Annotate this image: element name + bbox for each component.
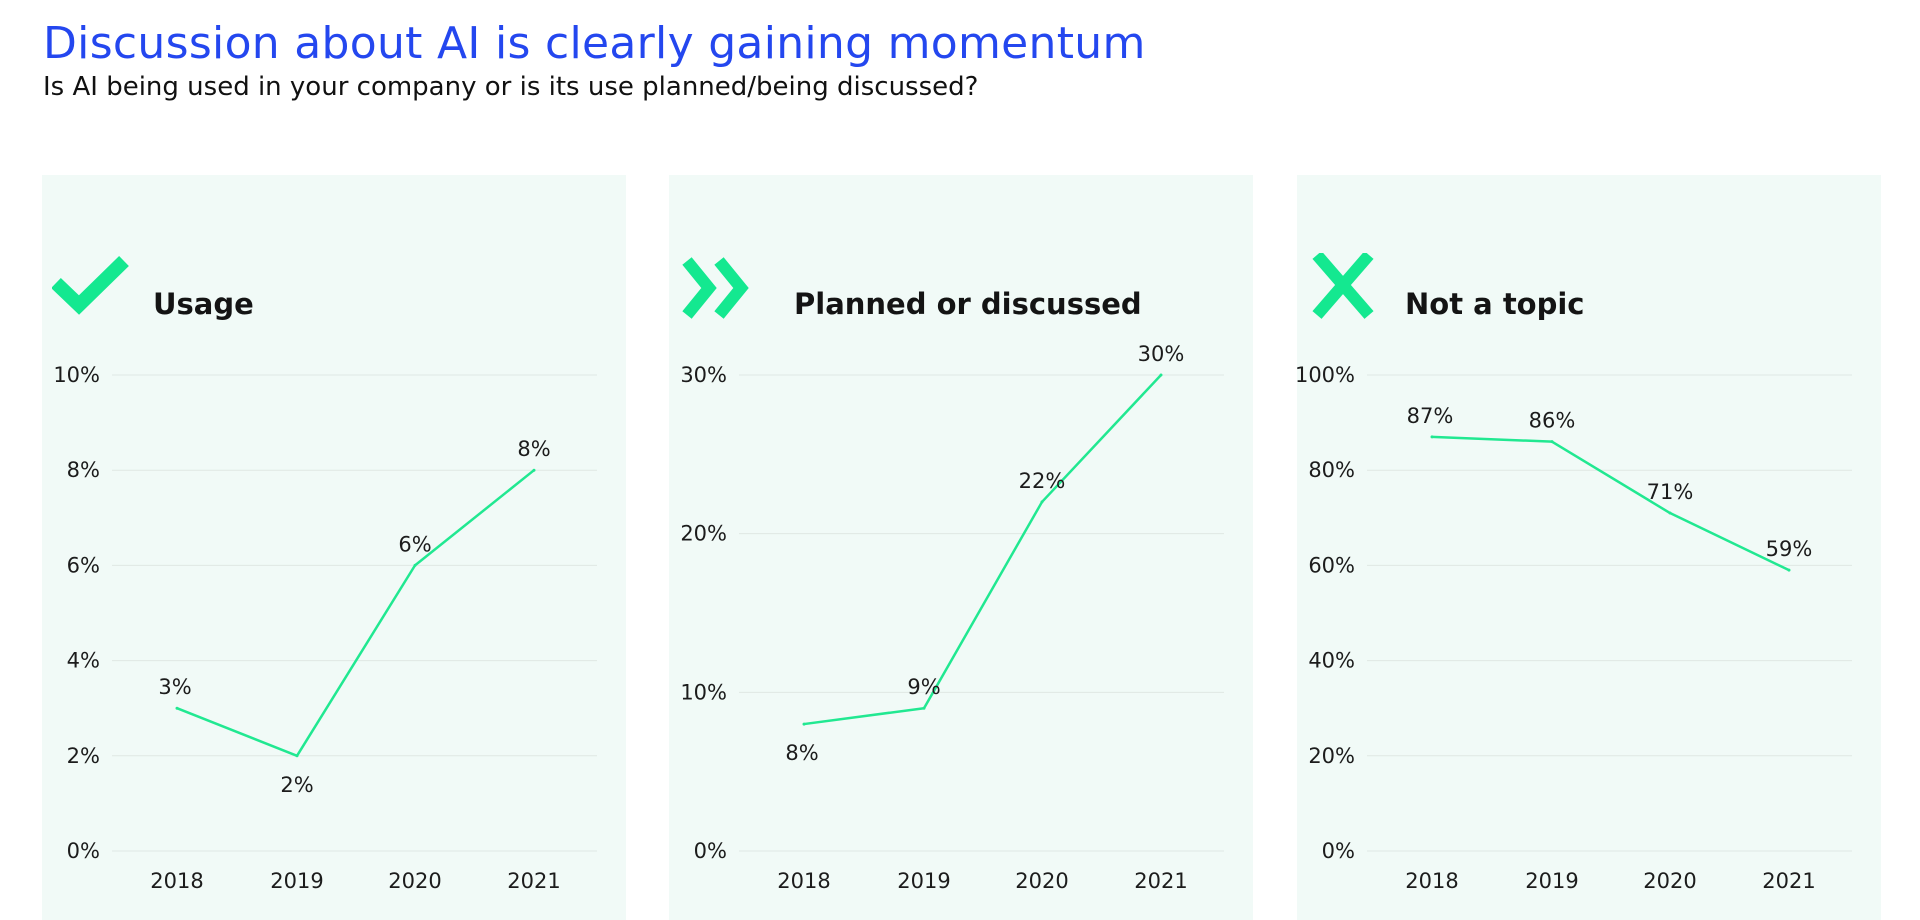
double-chevron-right-icon [682,257,749,319]
x-tick-label: 2020 [1643,869,1696,893]
y-tick-label: 100% [1295,363,1355,387]
series-line [176,469,535,758]
checkmark-icon [52,255,129,315]
data-label: 87% [1407,404,1454,428]
data-label: 30% [1138,342,1185,366]
y-tick-label: 10% [680,680,727,704]
data-point [1668,511,1672,515]
data-label: 2% [280,773,313,797]
series-line [1431,435,1790,572]
data-label: 59% [1766,537,1813,561]
series-line [803,374,1162,726]
data-point [295,754,299,758]
chart-panel-usage: Usage 0% 2% 4% 6% 8% 10% 2018 2019 2020 2021 3% 2% 6… [42,175,626,920]
x-tick-label: 2021 [1134,869,1187,893]
data-point [922,706,926,710]
y-tick-label: 80% [1308,458,1355,482]
y-tick-label: 20% [680,522,727,546]
y-tick-label: 30% [680,363,727,387]
panel-title-usage: Usage [153,287,254,321]
y-tick-label: 0% [1322,839,1355,863]
data-label: 3% [158,675,191,699]
data-label: 8% [517,437,550,461]
data-point [1040,500,1044,504]
data-point [175,706,179,710]
data-label: 22% [1019,469,1066,493]
x-tick-label: 2019 [1525,869,1578,893]
y-tick-label: 4% [67,649,100,673]
data-label: 9% [907,675,940,699]
y-tick-label: 60% [1308,553,1355,577]
data-point [1159,373,1163,377]
line-chart-not-a-topic: 0% 20% 40% 60% 80% 100% 2018 2019 2020 2021 87% 86%… [1295,363,1852,893]
chart-panel-planned: Planned or discussed 0% 10% 20% 30% 2018 2019… [669,175,1253,920]
x-tick-label: 2019 [270,869,323,893]
x-tick-label: 2021 [507,869,560,893]
cross-icon [1312,253,1374,319]
x-tick-label: 2020 [388,869,441,893]
y-tick-label: 0% [67,839,100,863]
data-label: 86% [1529,409,1576,433]
y-tick-label: 0% [694,839,727,863]
panel-title-not-a-topic: Not a topic [1405,287,1585,321]
x-tick-label: 2020 [1015,869,1068,893]
y-tick-label: 6% [67,553,100,577]
data-point [413,563,417,567]
y-tick-label: 40% [1308,649,1355,673]
x-tick-label: 2019 [897,869,950,893]
y-tick-label: 2% [67,744,100,768]
data-point [1787,568,1791,572]
y-tick-label: 8% [67,458,100,482]
line-chart-planned: 0% 10% 20% 30% 2018 2019 2020 2021 8% 9% 22% 30% [680,342,1224,893]
y-tick-label: 20% [1308,744,1355,768]
data-label: 6% [398,532,431,556]
data-point [1550,440,1554,444]
x-tick-label: 2018 [777,869,830,893]
page-title: Discussion about AI is clearly gaining m… [43,18,1146,69]
x-tick-label: 2018 [1405,869,1458,893]
line-chart-usage: 0% 2% 4% 6% 8% 10% 2018 2019 2020 2021 3% 2% 6% 8% [53,363,597,893]
data-point [802,722,806,726]
data-label: 8% [785,741,818,765]
data-label: 71% [1647,480,1694,504]
data-point [1430,435,1434,439]
page-subtitle: Is AI being used in your company or is i… [43,72,979,102]
panel-title-planned: Planned or discussed [794,287,1142,321]
x-tick-label: 2018 [150,869,203,893]
x-tick-label: 2021 [1762,869,1815,893]
y-tick-label: 10% [53,363,100,387]
chart-panel-not-a-topic: Not a topic 0% 20% 40% 60% 80% 100% 2018 2019 20… [1295,175,1881,920]
data-point [532,468,536,472]
